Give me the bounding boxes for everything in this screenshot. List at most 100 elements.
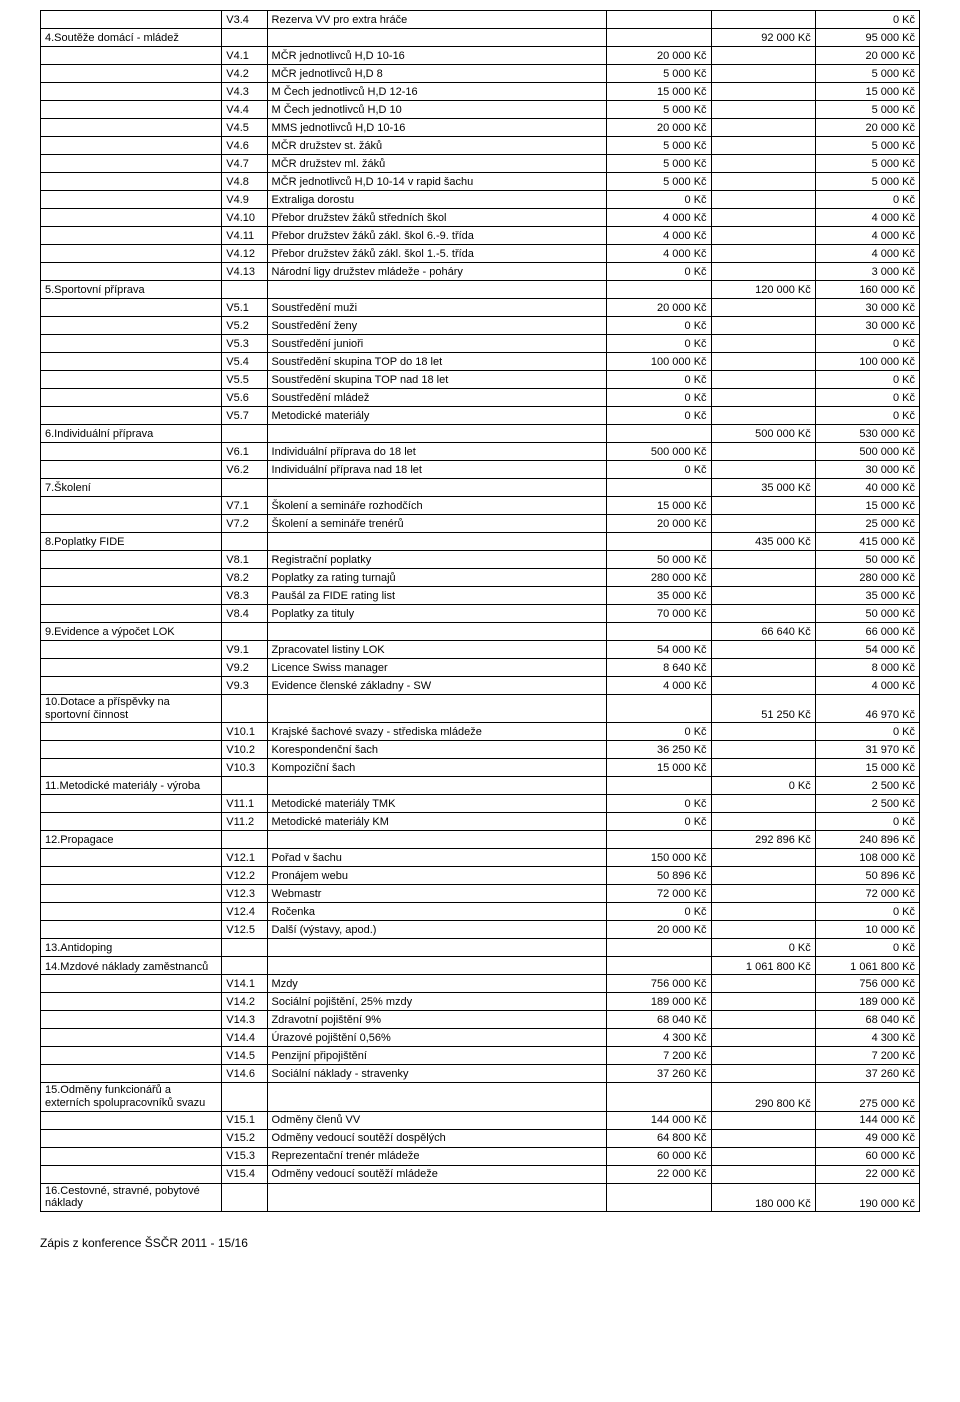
amount-b-cell <box>711 659 815 677</box>
code-cell: V3.4 <box>222 11 267 29</box>
amount-b-cell <box>711 47 815 65</box>
amount-e-cell: 60 000 Kč <box>815 1147 919 1165</box>
description-cell <box>267 1083 607 1111</box>
amount-e-cell: 68 040 Kč <box>815 1011 919 1029</box>
code-cell: V12.5 <box>222 921 267 939</box>
amount-b-cell <box>711 407 815 425</box>
section-cell <box>41 497 222 515</box>
section-cell <box>41 407 222 425</box>
amount-e-cell: 20 000 Kč <box>815 119 919 137</box>
description-cell: Mzdy <box>267 975 607 993</box>
amount-a-cell <box>607 1183 711 1211</box>
amount-e-cell: 15 000 Kč <box>815 83 919 101</box>
amount-a-cell: 0 Kč <box>607 461 711 479</box>
description-cell: M Čech jednotlivců H,D 10 <box>267 101 607 119</box>
amount-e-cell: 530 000 Kč <box>815 425 919 443</box>
amount-e-cell: 5 000 Kč <box>815 65 919 83</box>
amount-a-cell: 60 000 Kč <box>607 1147 711 1165</box>
amount-e-cell: 0 Kč <box>815 723 919 741</box>
table-row: V5.3Soustředění junioři0 Kč0 Kč <box>41 335 920 353</box>
description-cell: Zdravotní pojištění 9% <box>267 1011 607 1029</box>
code-cell: V15.4 <box>222 1165 267 1183</box>
amount-a-cell: 5 000 Kč <box>607 101 711 119</box>
amount-a-cell: 8 640 Kč <box>607 659 711 677</box>
amount-e-cell: 30 000 Kč <box>815 461 919 479</box>
table-row: V9.1Zpracovatel listiny LOK54 000 Kč54 0… <box>41 641 920 659</box>
code-cell: V4.5 <box>222 119 267 137</box>
section-cell <box>41 885 222 903</box>
section-cell <box>41 515 222 533</box>
amount-a-cell <box>607 11 711 29</box>
section-cell <box>41 849 222 867</box>
section-cell: 11.Metodické materiály - výroba <box>41 777 222 795</box>
amount-e-cell: 95 000 Kč <box>815 29 919 47</box>
description-cell: MČR jednotlivců H,D 10-14 v rapid šachu <box>267 173 607 191</box>
section-cell <box>41 993 222 1011</box>
amount-e-cell: 30 000 Kč <box>815 299 919 317</box>
section-cell <box>41 461 222 479</box>
code-cell: V15.1 <box>222 1111 267 1129</box>
amount-e-cell: 756 000 Kč <box>815 975 919 993</box>
table-row: V11.1Metodické materiály TMK0 Kč2 500 Kč <box>41 795 920 813</box>
description-cell <box>267 695 607 723</box>
code-cell: V15.2 <box>222 1129 267 1147</box>
table-row: V12.1Pořad v šachu150 000 Kč108 000 Kč <box>41 849 920 867</box>
section-cell <box>41 443 222 461</box>
section-cell <box>41 903 222 921</box>
description-cell: Úrazové pojištění 0,56% <box>267 1029 607 1047</box>
amount-e-cell: 31 970 Kč <box>815 741 919 759</box>
code-cell: V4.8 <box>222 173 267 191</box>
amount-b-cell <box>711 137 815 155</box>
table-row: V14.2Sociální pojištění, 25% mzdy189 000… <box>41 993 920 1011</box>
amount-e-cell: 190 000 Kč <box>815 1183 919 1211</box>
amount-b-cell: 92 000 Kč <box>711 29 815 47</box>
amount-b-cell <box>711 641 815 659</box>
table-row: V4.5MMS jednotlivců H,D 10-1620 000 Kč20… <box>41 119 920 137</box>
amount-a-cell <box>607 1083 711 1111</box>
amount-b-cell <box>711 605 815 623</box>
table-row: 8.Poplatky FIDE435 000 Kč415 000 Kč <box>41 533 920 551</box>
section-cell: 12.Propagace <box>41 831 222 849</box>
amount-b-cell <box>711 83 815 101</box>
amount-a-cell: 189 000 Kč <box>607 993 711 1011</box>
description-cell: Krajské šachové svazy - střediska mládež… <box>267 723 607 741</box>
table-row: 10.Dotace a příspěvky na sportovní činno… <box>41 695 920 723</box>
amount-e-cell: 46 970 Kč <box>815 695 919 723</box>
amount-e-cell: 15 000 Kč <box>815 497 919 515</box>
section-cell <box>41 569 222 587</box>
amount-e-cell: 2 500 Kč <box>815 795 919 813</box>
code-cell: V9.3 <box>222 677 267 695</box>
code-cell <box>222 1183 267 1211</box>
amount-b-cell <box>711 1129 815 1147</box>
table-row: 13.Antidoping0 Kč0 Kč <box>41 939 920 957</box>
description-cell: Penzijní připojištění <box>267 1047 607 1065</box>
amount-a-cell: 0 Kč <box>607 723 711 741</box>
amount-a-cell <box>607 479 711 497</box>
amount-a-cell: 20 000 Kč <box>607 119 711 137</box>
amount-b-cell <box>711 227 815 245</box>
section-cell <box>41 263 222 281</box>
description-cell: Registrační poplatky <box>267 551 607 569</box>
description-cell: M Čech jednotlivců H,D 12-16 <box>267 83 607 101</box>
description-cell: Individuální příprava nad 18 let <box>267 461 607 479</box>
amount-e-cell: 50 896 Kč <box>815 867 919 885</box>
amount-e-cell: 49 000 Kč <box>815 1129 919 1147</box>
amount-e-cell: 40 000 Kč <box>815 479 919 497</box>
description-cell: Licence Swiss manager <box>267 659 607 677</box>
section-cell <box>41 11 222 29</box>
description-cell <box>267 479 607 497</box>
section-cell: 15.Odměny funkcionářů a externích spolup… <box>41 1083 222 1111</box>
amount-e-cell: 5 000 Kč <box>815 137 919 155</box>
code-cell <box>222 533 267 551</box>
amount-a-cell: 0 Kč <box>607 389 711 407</box>
table-row: V4.4M Čech jednotlivců H,D 105 000 Kč5 0… <box>41 101 920 119</box>
table-row: V4.13Národní ligy družstev mládeže - poh… <box>41 263 920 281</box>
section-cell <box>41 65 222 83</box>
table-row: V5.7Metodické materiály0 Kč0 Kč <box>41 407 920 425</box>
section-cell <box>41 1047 222 1065</box>
code-cell <box>222 479 267 497</box>
description-cell: Soustředění ženy <box>267 317 607 335</box>
section-cell <box>41 173 222 191</box>
amount-a-cell: 0 Kč <box>607 903 711 921</box>
amount-e-cell: 2 500 Kč <box>815 777 919 795</box>
